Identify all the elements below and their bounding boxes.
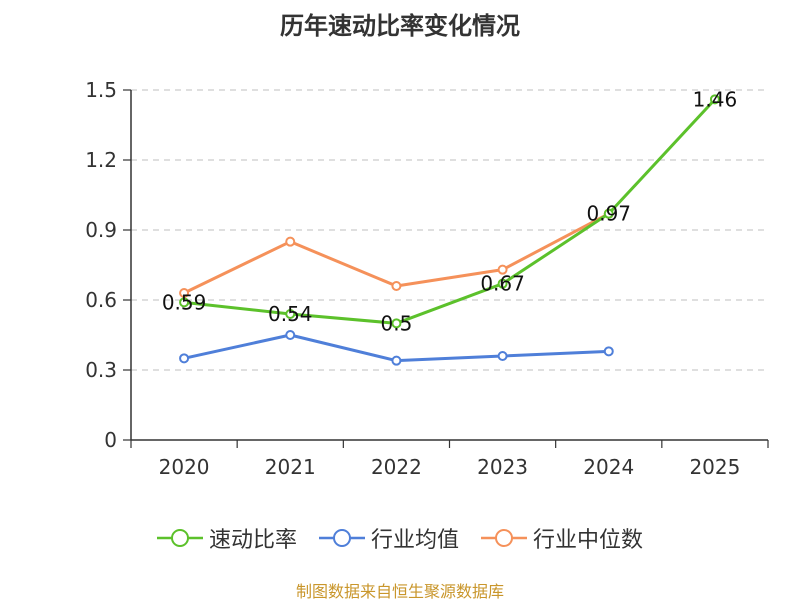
data-labels: 0.59 0.54 0.5 0.67 0.97 1.46 — [162, 87, 737, 335]
y-tick-label: 0.6 — [85, 288, 117, 312]
legend-item-industry-mean[interactable]: 行业均值 — [318, 522, 459, 554]
legend-item-industry-median[interactable]: 行业中位数 — [481, 522, 643, 554]
data-point — [179, 353, 190, 364]
x-tick-label: 2022 — [371, 455, 422, 479]
data-point — [391, 318, 402, 329]
x-tick-label: 2020 — [159, 455, 210, 479]
y-tick-label: 0.9 — [85, 218, 117, 242]
legend-label: 行业均值 — [370, 528, 459, 553]
grid-lines — [131, 89, 768, 371]
series-line — [183, 98, 717, 325]
legend-label: 速动比率 — [208, 528, 297, 553]
legend-item-quick-ratio[interactable]: 速动比率 — [156, 522, 297, 554]
data-point — [285, 236, 296, 247]
data-label: 0.97 — [586, 202, 631, 226]
data-point — [391, 281, 402, 291]
y-tick-label: 0.3 — [85, 358, 117, 382]
data-point — [497, 278, 508, 289]
x-tick-label: 2024 — [583, 455, 634, 479]
data-label: 0.59 — [162, 290, 207, 314]
legend-line-icon — [481, 529, 527, 547]
axes: 0 0.3 0.6 0.9 1.2 1.5 2020 2021 2022 2023 2024 2025 — [85, 78, 769, 479]
x-tick-label: 2023 — [477, 455, 528, 479]
data-label: 0.54 — [268, 302, 313, 326]
data-label: 0.5 — [381, 311, 413, 335]
chart-title: 历年速动比率变化情况 — [280, 12, 520, 40]
data-point — [709, 94, 720, 105]
legend-line-icon — [318, 529, 365, 547]
data-point — [179, 288, 190, 298]
data-label: 0.67 — [480, 272, 525, 296]
data-point — [497, 264, 508, 275]
legend-line-icon — [156, 529, 203, 547]
y-tick-label: 1.5 — [85, 78, 117, 102]
source-footer: 制图数据来自恒生聚源数据库 — [295, 582, 504, 601]
data-point — [497, 351, 508, 361]
data-point — [603, 346, 614, 357]
x-tick-label: 2021 — [265, 455, 316, 479]
data-point — [285, 309, 296, 319]
legend: 速动比率 行业均值 行业中位数 — [0, 522, 800, 554]
legend-label: 行业中位数 — [533, 528, 644, 553]
series-lines — [179, 94, 720, 366]
data-label: 1.46 — [693, 87, 738, 111]
y-tick-label: 0 — [104, 428, 117, 452]
data-point — [179, 297, 190, 308]
y-tick-label: 1.2 — [85, 148, 117, 172]
data-point — [285, 330, 296, 340]
data-point — [391, 355, 402, 366]
x-tick-label: 2025 — [689, 455, 740, 479]
data-point — [603, 208, 614, 219]
